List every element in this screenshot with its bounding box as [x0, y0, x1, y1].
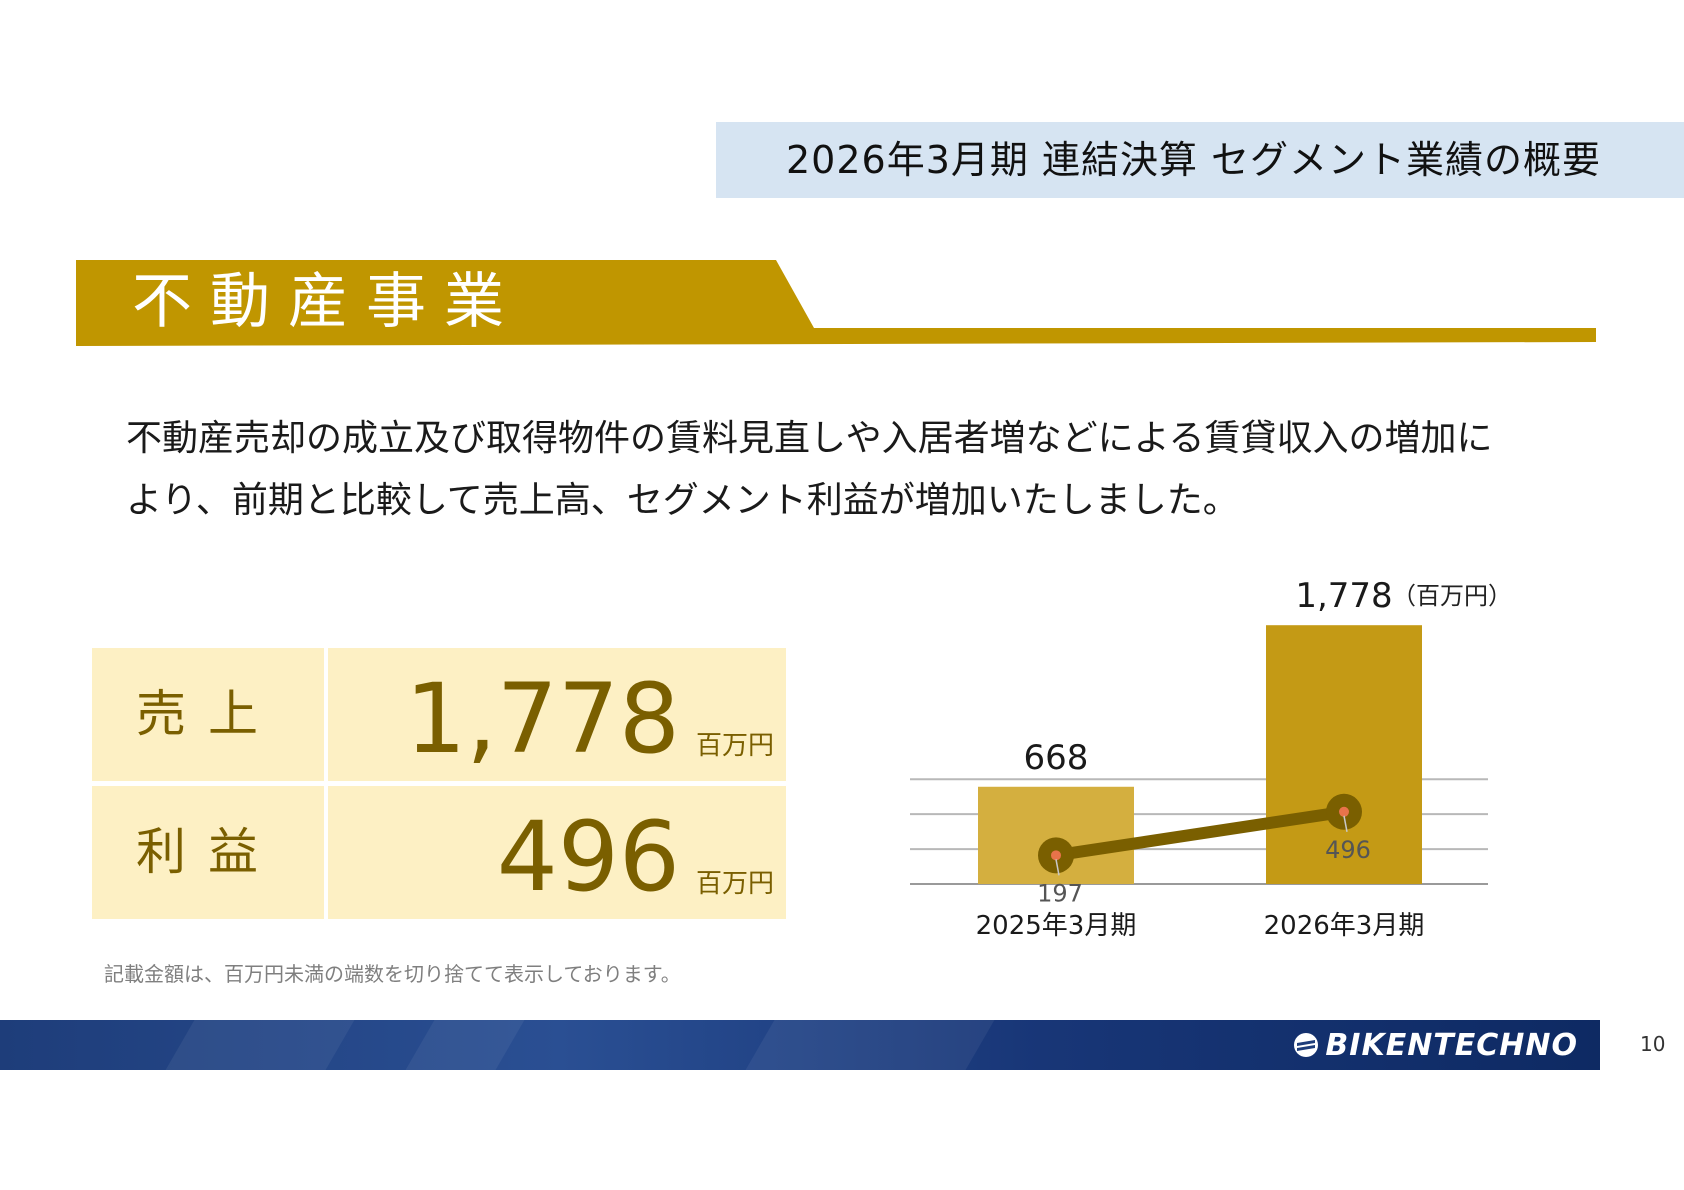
kpi-label-sales: 売上 [92, 648, 324, 781]
kpi-value-box-sales: 1,778 百万円 [328, 648, 786, 781]
kpi-unit-sales: 百万円 [695, 731, 774, 761]
kpi-value-profit: 496 [496, 801, 680, 913]
footer-stripe [165, 1020, 355, 1070]
bar-value-label: 668 [1024, 738, 1089, 778]
section-banner: 不動産事業 [76, 260, 1596, 350]
kpi-value-box-profit: 496 百万円 [328, 786, 786, 919]
line-value-label: 496 [1325, 836, 1371, 864]
line-label-leader [1055, 859, 1060, 876]
chart-unit-label: （百万円） [1392, 582, 1512, 610]
kpi-unit-profit: 百万円 [695, 869, 774, 899]
logo-mark-icon [1294, 1033, 1319, 1057]
footnote: 記載金額は、百万円未満の端数を切り捨てて表示しております。 [104, 962, 681, 986]
footer-stripe [745, 1020, 995, 1070]
kpi-value-sales: 1,778 [405, 663, 680, 775]
page-number: 10 [1640, 1032, 1666, 1056]
line-value-label: 197 [1037, 879, 1083, 907]
page-title: 2026年3月期 連結決算 セグメント業績の概要 [786, 138, 1602, 182]
header-title-bar: 2026年3月期 連結決算 セグメント業績の概要 [716, 122, 1684, 198]
segment-description: 不動産売却の成立及び取得物件の賃料見直しや入居者増などによる賃貸収入の増加により… [126, 418, 1493, 521]
section-banner-shape [76, 260, 1596, 346]
line-point-center [1051, 850, 1061, 861]
x-tick-label: 2025年3月期 [976, 911, 1137, 941]
logo-text: BIKENTECHNO [1325, 1027, 1578, 1063]
footer-stripe [405, 1020, 525, 1070]
line-label-leader [1343, 815, 1348, 832]
footer-bar: BIKENTECHNO [0, 1020, 1600, 1070]
bar-value-label: 1,778 [1295, 576, 1392, 616]
line-point-center [1339, 806, 1349, 817]
company-logo: BIKENTECHNO [1293, 1020, 1578, 1070]
kpi-label-profit: 利益 [92, 786, 324, 919]
bar [1266, 625, 1422, 884]
profit-line [1050, 805, 1350, 862]
section-title: 不動産事業 [132, 267, 522, 337]
banner-fill [76, 260, 1596, 346]
x-tick-label: 2026年3月期 [1264, 911, 1425, 941]
